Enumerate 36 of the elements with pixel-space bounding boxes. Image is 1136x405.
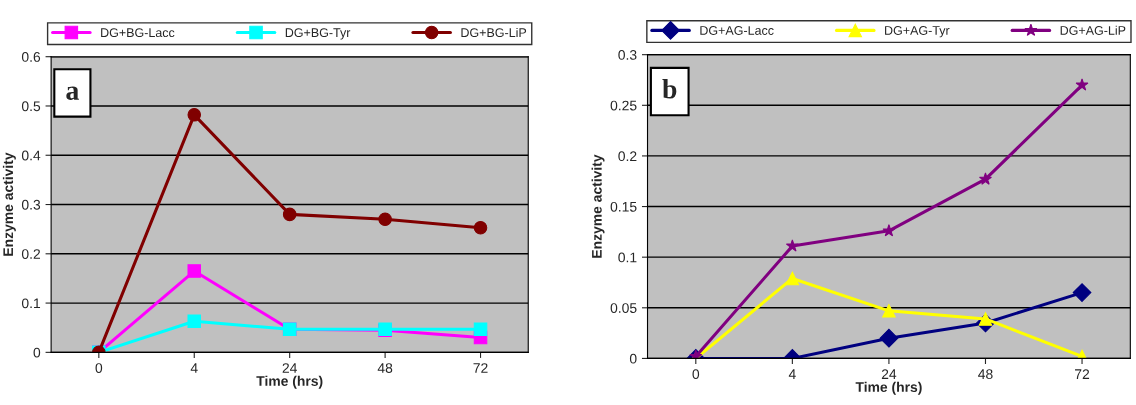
y-tick-label: 0.1 [21,298,41,309]
x-tick-label: 72 [1075,369,1090,379]
legend-label: DG+AG-Lacc [700,26,774,35]
x-tick-label: 48 [978,369,993,380]
annotation: b [662,78,677,99]
legend-label: DG+BG-Tyr [285,28,351,40]
y-axis-title: Enzyme activity [591,154,605,258]
legend-label: DG+AG-LiP [1060,25,1126,35]
annotation: a [66,86,79,100]
y-tick-label: 0.1 [618,252,637,263]
y-tick-label: 0.25 [610,100,637,111]
x-tick-label: 24 [282,363,297,373]
x-tick-label: 0 [95,363,103,373]
legend-label: DG+AG-Tyr [885,26,950,38]
y-tick-label: 0.2 [618,151,637,162]
y-tick-label: 0 [33,347,41,358]
y-tick-label: 0.3 [21,199,41,210]
x-tick-label: 0 [692,369,700,380]
y-axis-title: Enzyme activity [2,152,16,256]
x-axis-title: Time (hrs) [855,381,922,395]
x-axis-title: Time (hrs) [256,375,323,389]
legend-label: DG+BG-Lacc [101,28,175,38]
y-tick-label: 0.4 [21,150,41,161]
y-tick-label: 0.2 [21,249,41,259]
y-tick-label: 0 [629,353,637,364]
legend-label: DG+BG-LiP [461,27,527,38]
y-tick-label: 0.15 [610,201,637,212]
y-tick-label: 0.5 [21,101,41,112]
x-tick-label: 24 [881,369,897,379]
y-tick-label: 0.6 [21,52,41,62]
x-tick-label: 72 [473,363,488,373]
x-tick-label: 48 [377,363,393,373]
x-tick-label: 4 [190,363,198,373]
y-tick-label: 0.3 [618,50,637,60]
x-tick-label: 4 [788,369,796,379]
y-tick-label: 0.05 [610,303,637,313]
